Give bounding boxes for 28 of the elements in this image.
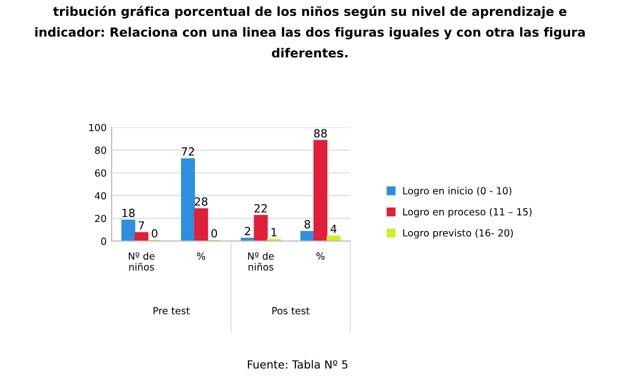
x-tick-label: % — [316, 252, 325, 260]
x-tick-label: Nº de niños — [128, 252, 154, 271]
source-note: Fuente: Tabla Nº 5 — [248, 360, 348, 369]
y-tick-label: 20 — [95, 214, 106, 222]
y-tick-label: 60 — [95, 169, 106, 177]
data-label: 8 — [304, 220, 310, 228]
y-tick-label: 80 — [95, 146, 106, 154]
chart-title: tribución gráfica porcentual de los niños según su nivel de aprendizaje e indicador: Relaciona con una linea las dos figuras iguales y con otra las figura diferentes. — [35, 6, 585, 58]
y-tick-label: 40 — [94, 192, 106, 200]
legend-label: Logro previsto (16- 20) — [403, 229, 513, 238]
text: Pre test — [154, 307, 190, 314]
data-label: 22 — [254, 204, 267, 212]
y-tick-label: 0 — [101, 238, 106, 245]
data-label: 0 — [152, 229, 158, 238]
data-label: 1 — [272, 228, 276, 236]
data-label: 18 — [122, 208, 135, 218]
y-tick-label: 100 — [89, 124, 106, 132]
legend-label: Logro en proceso (11 – 15) — [403, 208, 532, 218]
data-label: 88 — [314, 129, 327, 138]
data-label: 4 — [330, 224, 336, 233]
data-label: 7 — [138, 221, 144, 230]
data-label: 2 — [244, 226, 250, 236]
x-tick-label: % — [197, 252, 206, 260]
text: Pos test — [272, 307, 310, 314]
legend-label: Logro en inicio (0 - 10) — [403, 186, 512, 196]
data-label: 0 — [211, 229, 218, 238]
data-label: 72 — [182, 147, 194, 156]
x-tick-label: Nº de niños — [248, 252, 274, 271]
